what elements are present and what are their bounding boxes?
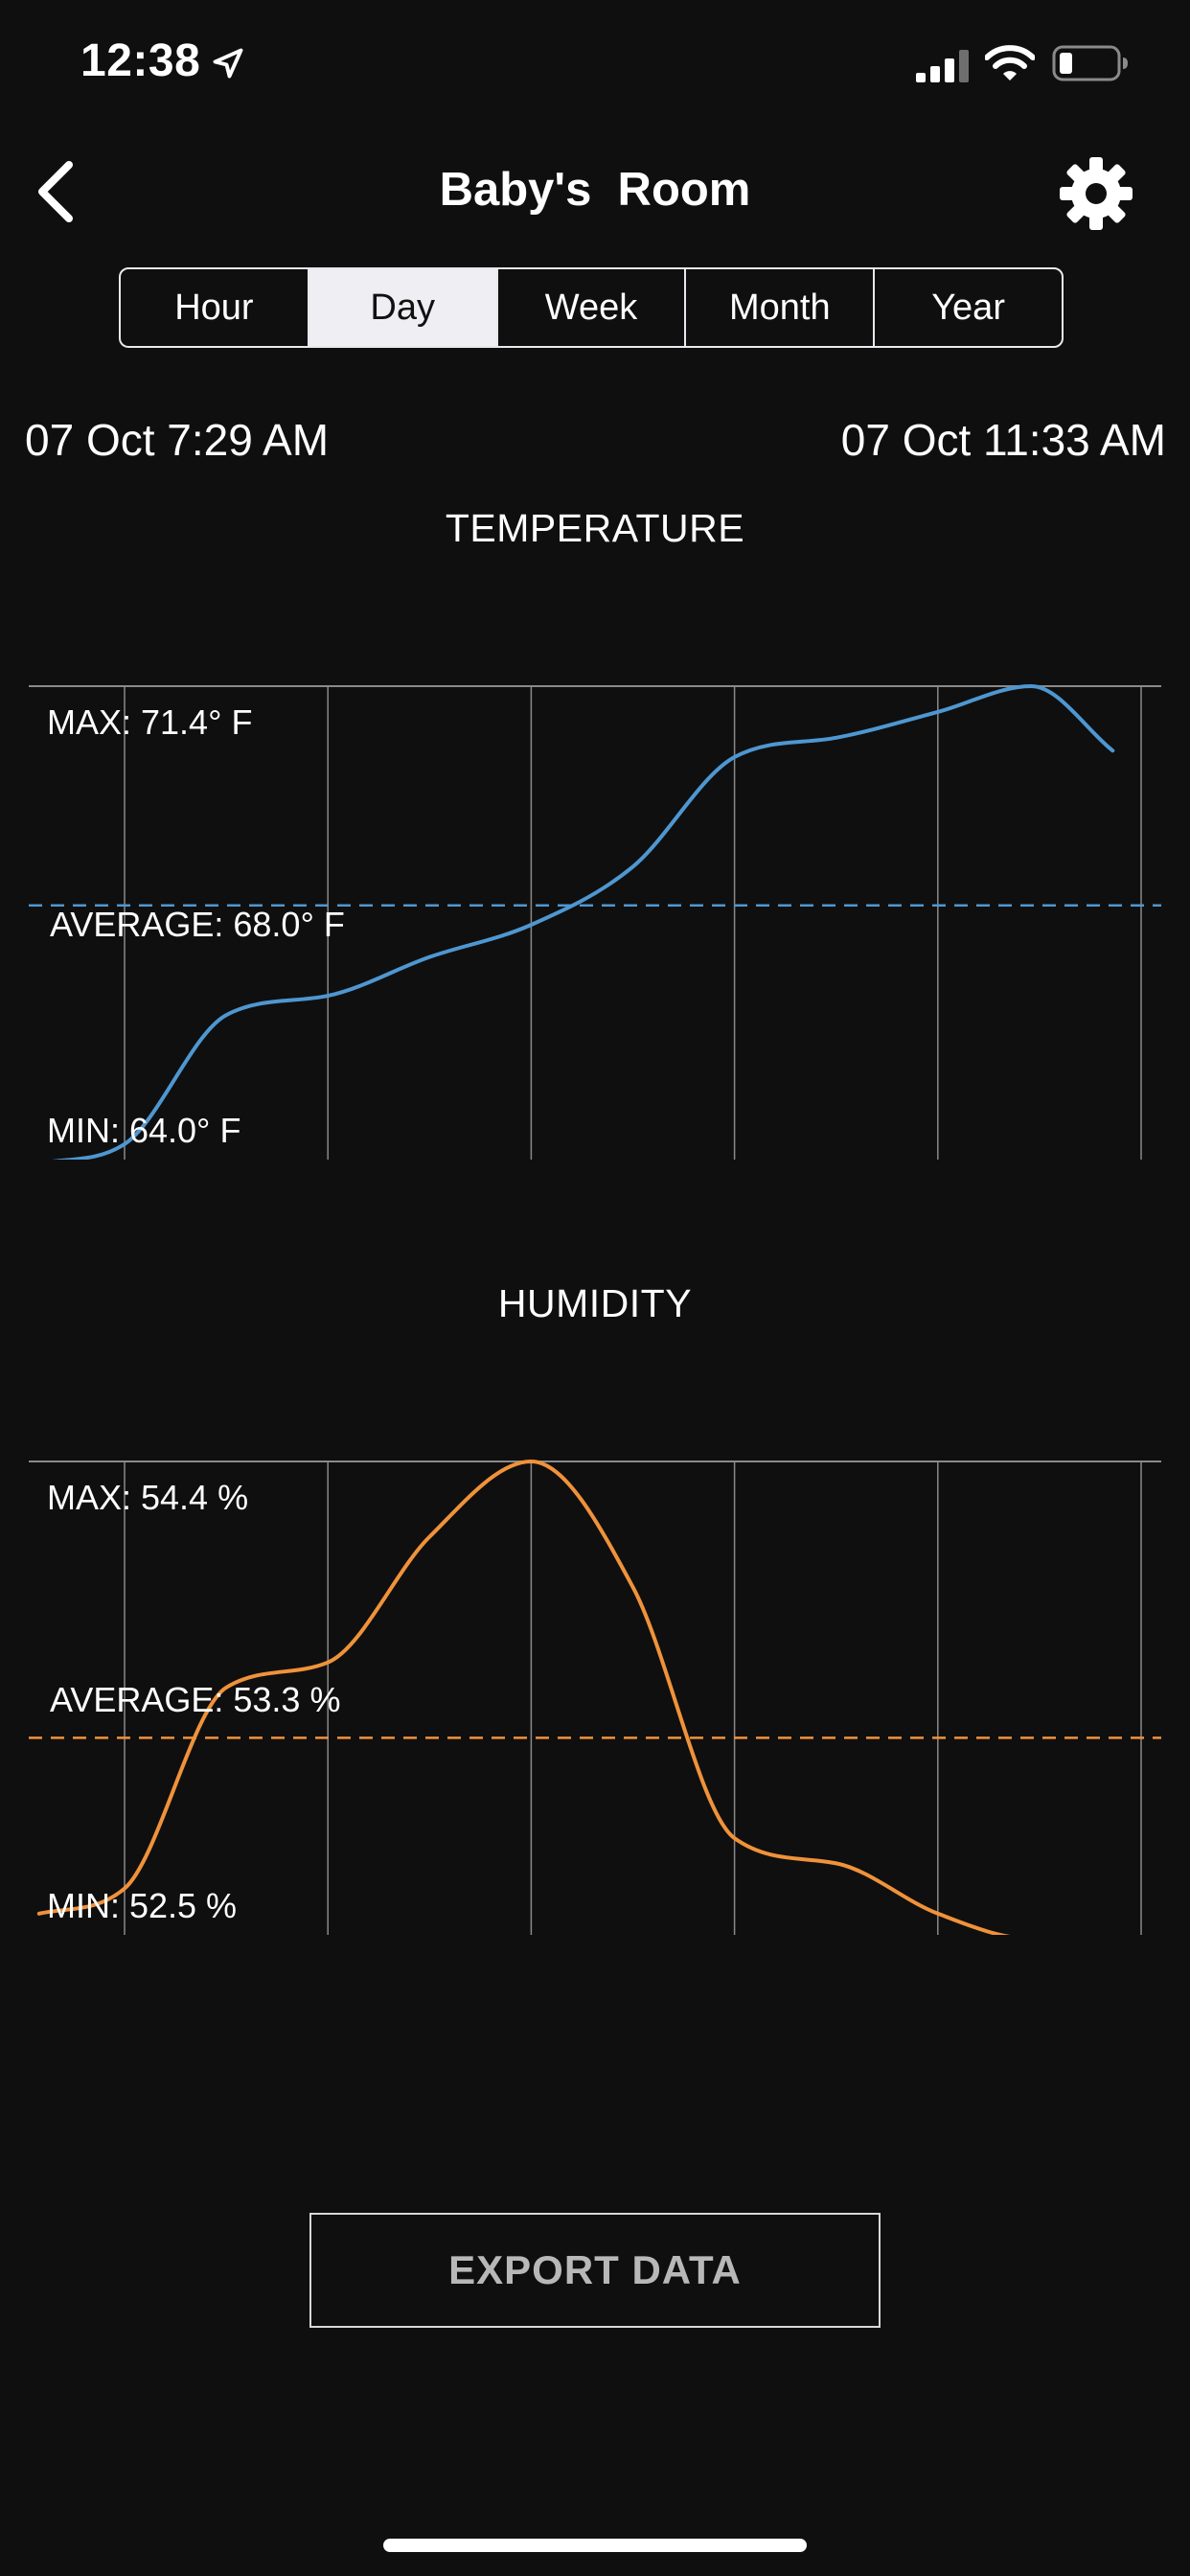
wifi-icon xyxy=(985,45,1035,80)
nav-bar: Baby's Room xyxy=(0,134,1190,249)
humidity-series-line xyxy=(36,1459,1011,1935)
temperature-min-label: MIN: 64.0° F xyxy=(47,1111,240,1150)
home-indicator xyxy=(383,2539,807,2552)
temperature-max-label: MAX: 71.4° F xyxy=(47,702,252,742)
temperature-series-line xyxy=(52,683,1115,1160)
status-bar: 12:38 xyxy=(0,0,1190,126)
humidity-chart: 7:50 AM8:40 AM9:30 AM10:20 AM11:10 AM12:… xyxy=(29,1459,1161,1935)
humidity-chart-title: HUMIDITY xyxy=(497,1281,693,1325)
temperature-chart-title: TEMPERATURE xyxy=(445,506,745,550)
settings-button[interactable] xyxy=(1058,155,1134,232)
humidity-max-label: MAX: 54.4 % xyxy=(47,1478,248,1517)
tab-week[interactable]: Week xyxy=(495,269,685,346)
range-end-date: 07 Oct 11:33 AM xyxy=(840,415,1166,465)
tab-month[interactable]: Month xyxy=(684,269,873,346)
temperature-average-label: AVERAGE: 68.0° F xyxy=(50,905,345,944)
export-data-button[interactable]: EXPORT DATA xyxy=(309,2213,881,2328)
humidity-min-label: MIN: 52.5 % xyxy=(47,1886,237,1925)
humidity-average-label: AVERAGE: 53.3 % xyxy=(50,1680,340,1719)
location-arrow-icon xyxy=(213,48,243,79)
gear-icon xyxy=(1060,157,1133,230)
cellular-signal-icon xyxy=(916,50,969,82)
status-time: 12:38 xyxy=(80,35,201,86)
page-title: Baby's Room xyxy=(439,164,751,216)
tab-day[interactable]: Day xyxy=(307,269,496,346)
range-start-date: 07 Oct 7:29 AM xyxy=(25,415,330,465)
back-button[interactable] xyxy=(25,155,92,228)
chevron-left-icon xyxy=(38,161,73,222)
temperature-chart: 7:50 AM8:40 AM9:30 AM10:20 AM11:10 AM12:… xyxy=(29,683,1161,1160)
battery-icon xyxy=(1052,45,1128,81)
tab-year[interactable]: Year xyxy=(873,269,1062,346)
time-range-segmented-control: Hour Day Week Month Year xyxy=(119,267,1064,348)
tab-hour[interactable]: Hour xyxy=(174,287,254,328)
